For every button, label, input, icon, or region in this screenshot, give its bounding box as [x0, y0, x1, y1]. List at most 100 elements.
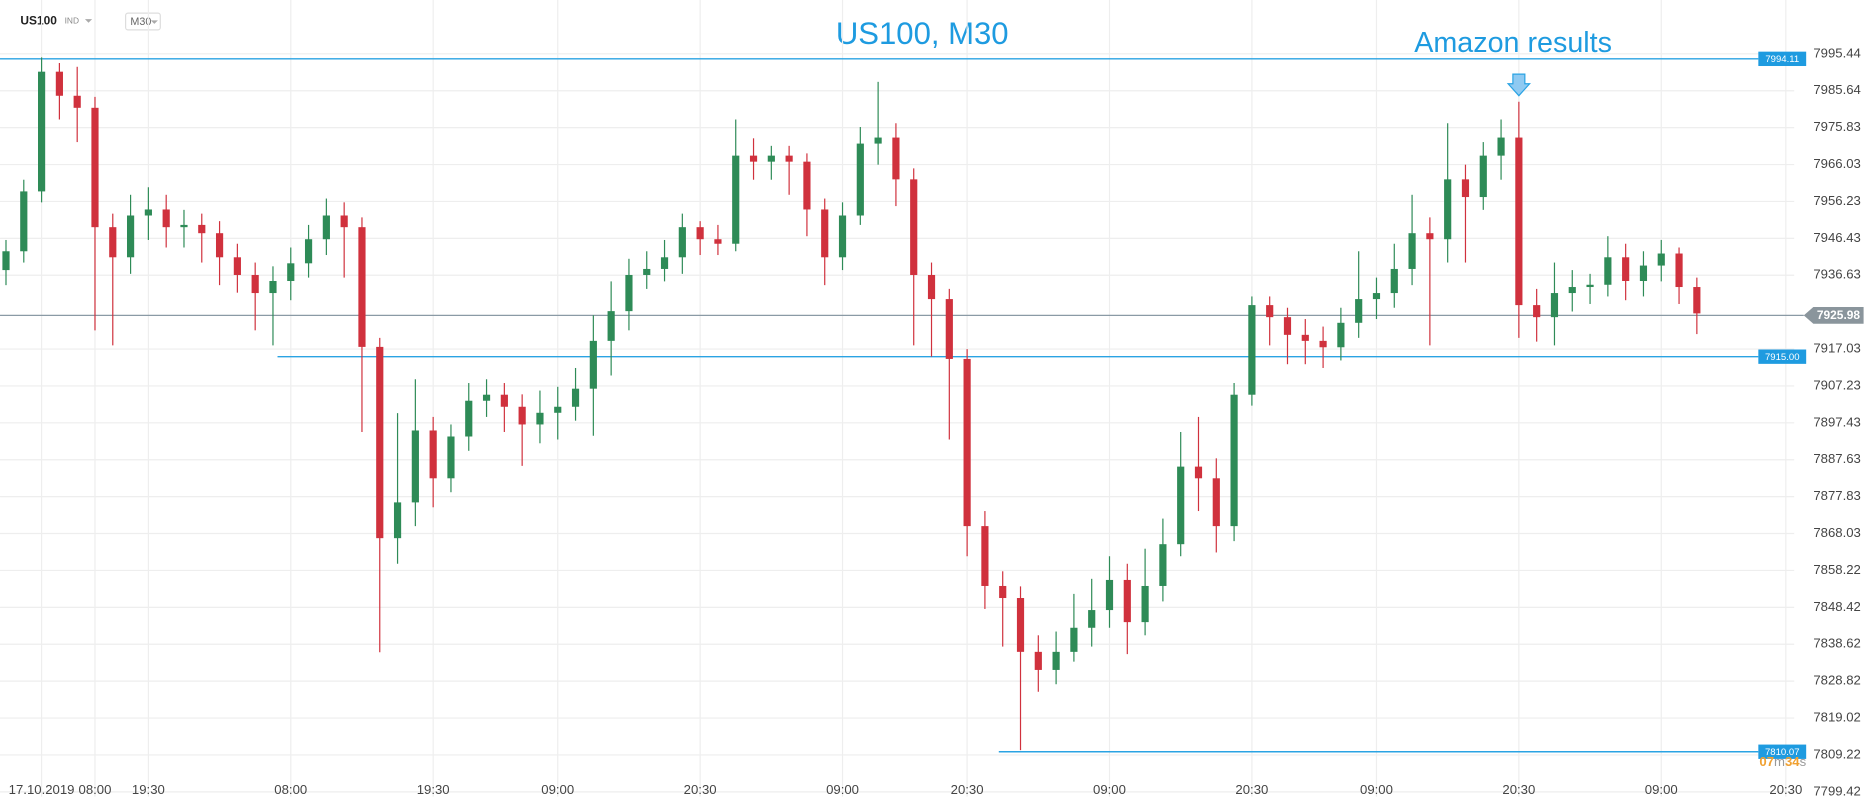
candle-body [767, 155, 775, 162]
level-label: 7810.07 [1765, 747, 1800, 758]
candle-body [892, 137, 900, 180]
candle-body [198, 224, 206, 234]
candle-body [1675, 253, 1683, 288]
candle-body [287, 263, 295, 282]
candle-body [233, 257, 241, 275]
y-tick-label: 7858.22 [1813, 562, 1861, 577]
candle-body [518, 406, 526, 425]
y-tick-label: 7848.42 [1813, 599, 1861, 614]
candle-body [393, 502, 402, 539]
x-tick-label: 20:30 [1235, 782, 1268, 797]
y-tick-label: 7809.22 [1813, 746, 1861, 761]
levels: 7994.11 7915.00 7810.07 [0, 51, 1807, 759]
candle-body [1639, 265, 1648, 282]
y-tick-label: 7995.44 [1813, 45, 1861, 60]
candle-body [1568, 287, 1576, 294]
candle-body [1016, 598, 1025, 652]
candle-body [126, 215, 135, 258]
x-tick-label: 20:30 [951, 782, 984, 797]
dropdown-arrow[interactable] [150, 20, 158, 24]
candle-body [1444, 179, 1452, 240]
candle-body [1212, 478, 1220, 527]
x-tick-label: 08:00 [79, 782, 112, 797]
candle-body [625, 274, 633, 312]
countdown: 07m34s [1759, 755, 1806, 770]
candle-body [144, 209, 152, 216]
candle-body [607, 311, 615, 341]
candle-body [803, 161, 811, 210]
dropdown-arrow[interactable] [84, 19, 93, 23]
candle-body [1657, 253, 1665, 266]
candle-body [109, 227, 117, 258]
last-price-flag [1803, 306, 1864, 324]
candle-body [1088, 610, 1096, 628]
candle-body [465, 400, 473, 437]
candle-body [1319, 340, 1327, 348]
candle-body [304, 239, 313, 264]
candle-body [429, 430, 437, 479]
timeframe-box[interactable] [125, 12, 161, 31]
candle-body [571, 388, 580, 407]
candle-body [1105, 579, 1114, 611]
candle-body [1693, 287, 1701, 314]
candles [2, 57, 1701, 751]
candle-body [1408, 233, 1416, 269]
countdown-part: 07 [1759, 755, 1774, 770]
candle-body [411, 430, 419, 503]
x-tick-label: 19:30 [417, 782, 450, 797]
level-label: 7994.11 [1765, 54, 1799, 65]
candle-body [1550, 293, 1559, 318]
level-tag [1758, 349, 1807, 364]
instrument-type[interactable]: IND [65, 16, 79, 26]
timeframe[interactable]: M30 [130, 16, 151, 28]
candle-body [358, 227, 366, 347]
candle-body [536, 412, 544, 425]
x-tick-label: 17.10.2019 [9, 782, 75, 797]
candle-body [1622, 257, 1630, 282]
candle-body [1390, 268, 1398, 294]
countdown-part: m [1774, 755, 1785, 770]
candle-body [1604, 257, 1612, 285]
candle-body [1248, 305, 1256, 395]
candle-body [1337, 322, 1345, 348]
y-tick-label: 7838.62 [1813, 636, 1861, 651]
candle-body [376, 346, 384, 539]
candle-body [1070, 627, 1078, 652]
x-tick-label: 09:00 [1093, 782, 1126, 797]
candle-body [821, 209, 829, 258]
y-tick-label: 7966.03 [1813, 156, 1861, 171]
candle-body [660, 257, 669, 269]
candle-body [838, 215, 847, 258]
candle-body [1034, 651, 1042, 670]
candle-body [1052, 651, 1060, 670]
candle-body [714, 239, 722, 244]
candle-body [910, 179, 918, 275]
candle-body [1301, 334, 1309, 341]
x-tick-label: 09:00 [1645, 782, 1678, 797]
candle-body [73, 95, 81, 108]
candle-body [2, 251, 10, 271]
candle-body [20, 191, 28, 252]
candle-body [55, 71, 63, 96]
candle-body [180, 224, 188, 228]
x-tick-label: 09:00 [1360, 782, 1393, 797]
chart-title: US100, M30 [836, 16, 1009, 51]
candle-body [1230, 394, 1238, 527]
y-tick-label: 7975.83 [1813, 119, 1861, 134]
candle-body [554, 406, 562, 413]
candle-body [251, 274, 259, 294]
y-tick-label: 7936.63 [1813, 267, 1861, 282]
y-tick-label: 7819.02 [1813, 710, 1861, 725]
candle-body [447, 436, 455, 479]
candle-body [945, 299, 953, 359]
candle-body [1177, 466, 1185, 545]
candle-body [1461, 179, 1470, 198]
y-tick-label: 7828.82 [1813, 673, 1861, 688]
annotation-arrow [1506, 73, 1531, 97]
candle-body [785, 155, 793, 162]
candle-body [482, 394, 491, 401]
grid [0, 0, 1795, 797]
candle-body [749, 155, 758, 162]
